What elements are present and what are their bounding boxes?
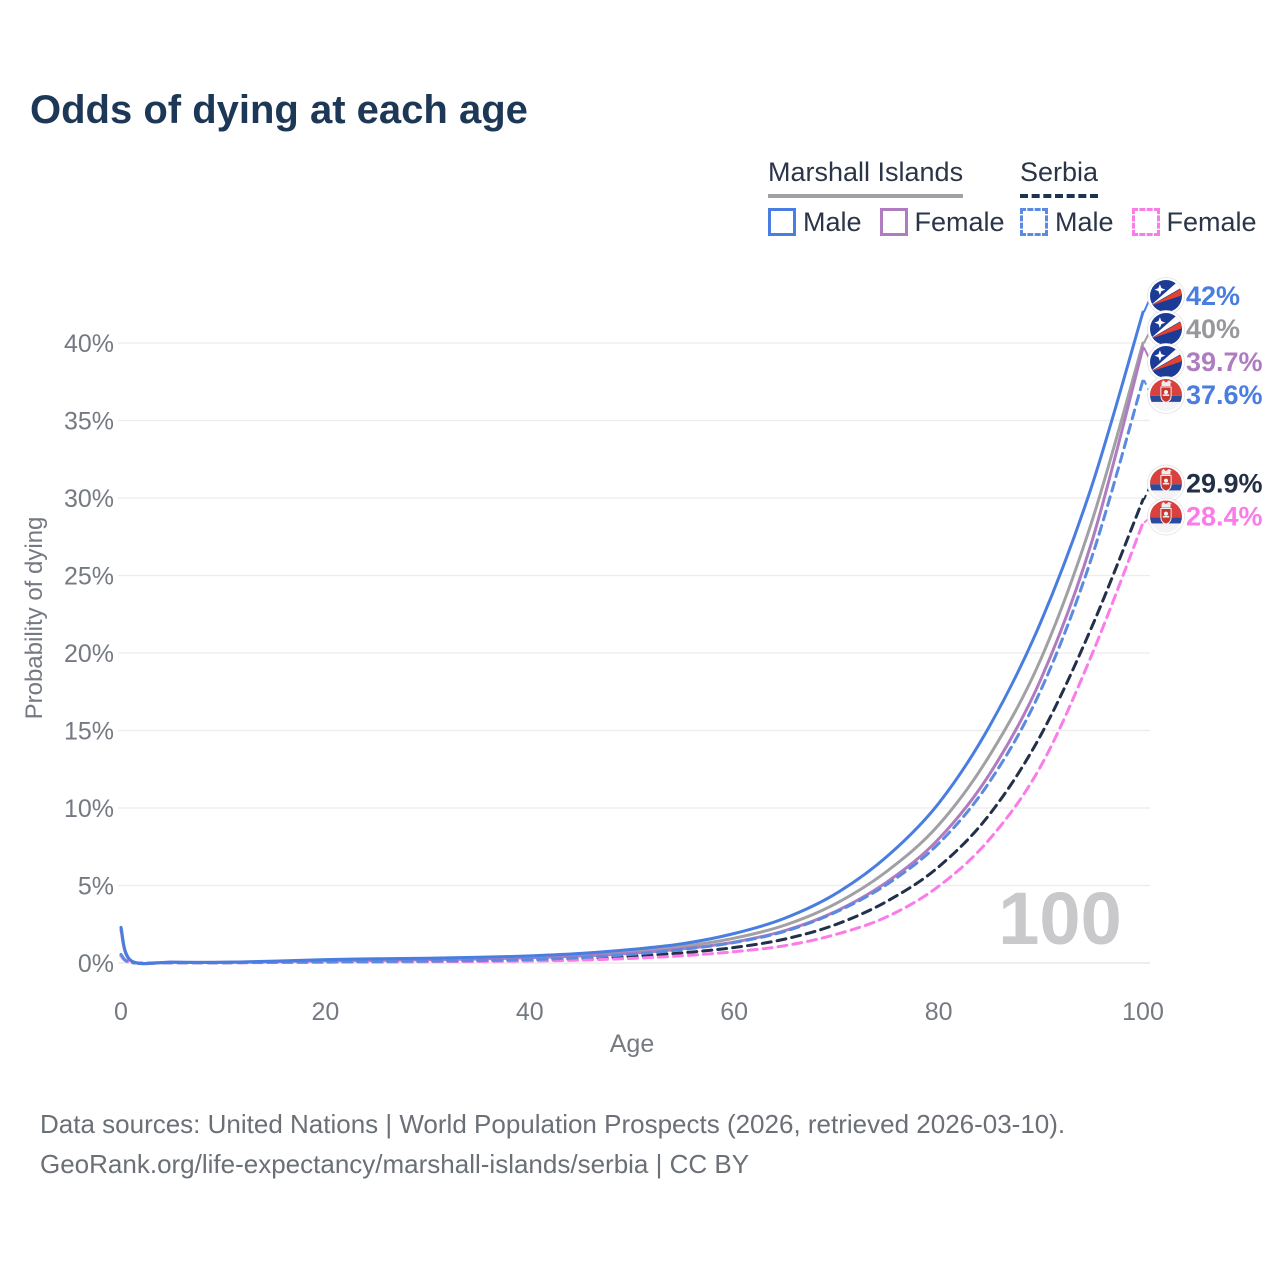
plot-area[interactable] [118,270,1150,963]
marshall-islands-flag-icon [1147,343,1185,381]
legend-header-serbia: Serbia [1020,157,1099,198]
end-label-marshall-islands-female: 39.7% [1186,347,1263,377]
page-title: Odds of dying at each age [30,88,528,132]
y-tick-10%: 10% [64,795,114,823]
x-tick-80: 80 [925,998,953,1026]
male-dashed-swatch-icon [1020,208,1048,237]
legend-item-serbia-male[interactable]: Male [1020,207,1114,238]
x-tick-60: 60 [720,998,748,1026]
line-serbia-male [119,378,1145,965]
x-tick-100: 100 [1122,998,1164,1026]
male-solid-swatch-icon [768,208,796,237]
female-solid-swatch-icon [879,208,908,237]
serbia-flag-icon [1147,376,1185,414]
legend-label-male: Male [1055,206,1114,237]
end-label-marshall-islands-male: 42% [1186,281,1240,311]
legend-label-female: Female [1166,206,1257,237]
y-tick-35%: 35% [64,408,114,436]
y-tick-0%: 0% [78,950,114,978]
end-label-marshall-islands-both-sexes: 40% [1186,314,1240,344]
y-tick-25%: 25% [64,563,114,591]
data-sources-text: Data sources: United Nations | World Pop… [40,1109,1066,1139]
serbia-flag-icon [1147,464,1185,503]
footer: Data sources: United Nations | World Pop… [40,1104,1065,1184]
y-tick-20%: 20% [64,640,114,668]
x-tick-0: 0 [114,998,128,1026]
y-tick-15%: 15% [64,718,114,746]
y-tick-5%: 5% [78,873,114,901]
serbia-flag-icon [1147,497,1185,536]
marshall-islands-flag-icon [1147,310,1185,348]
end-label-serbia-male: 37.6% [1186,380,1263,410]
female-dashed-swatch-icon [1131,208,1160,237]
line-marshall-islands-male [119,310,1145,966]
legend-item-marshall-islands-female[interactable]: Female [879,206,1005,238]
end-label-serbia-female: 28.4% [1186,502,1263,532]
y-tick-40%: 40% [64,330,114,358]
end-label-serbia-both-sexes: 29.9% [1186,469,1263,499]
attribution-link[interactable]: GeoRank.org/life-expectancy/marshall-isl… [40,1149,750,1179]
x-tick-40: 40 [516,998,544,1026]
x-tick-20: 20 [311,998,339,1026]
hovered-age-watermark: 100 [998,877,1121,960]
legend-header-marshall-islands: Marshall Islands [768,157,964,198]
legend-group-marshall-islands: Marshall Islands Male Female [768,157,1023,238]
legend-item-marshall-islands-male[interactable]: Male [768,207,862,238]
marshall-islands-flag-icon [1147,277,1185,315]
legend: Marshall Islands Male Female Serbia Male [768,157,1268,248]
x-axis-label: Age [610,1030,654,1058]
legend-label-female: Female [914,206,1005,237]
y-tick-30%: 30% [64,485,114,513]
legend-label-male: Male [803,206,862,237]
legend-item-serbia-female[interactable]: Female [1131,206,1257,238]
legend-group-serbia: Serbia Male Female [1020,157,1275,238]
y-axis-label: Probability of dying [21,517,48,720]
